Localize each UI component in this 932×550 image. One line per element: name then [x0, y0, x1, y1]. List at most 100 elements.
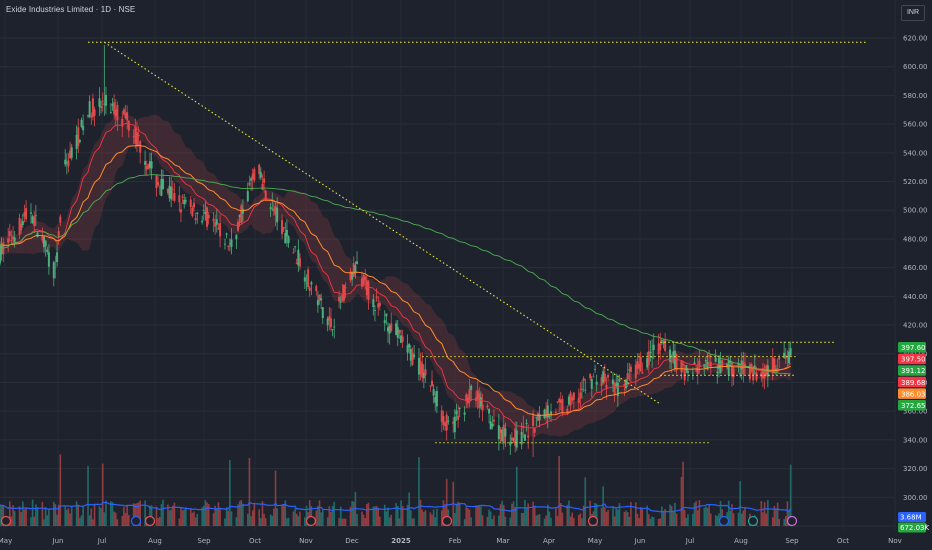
volume-bar — [123, 506, 125, 526]
volume-bar — [395, 503, 397, 526]
dividend-icon[interactable] — [0, 515, 12, 527]
split-icon[interactable] — [786, 515, 798, 527]
candle-body — [378, 303, 381, 307]
volume-bar — [273, 508, 275, 526]
volume-bar — [284, 500, 287, 526]
candle-body — [742, 361, 745, 375]
candle-body — [520, 432, 523, 445]
candle-body — [628, 369, 631, 371]
candle-body — [651, 356, 654, 358]
volume-bar — [470, 517, 472, 526]
candle-body — [34, 215, 37, 217]
candle-body — [354, 265, 357, 273]
volume-bar — [227, 510, 230, 526]
volume-bar — [0, 504, 1, 526]
candle-body — [512, 439, 515, 441]
candle-body — [623, 383, 626, 387]
volume-bar — [361, 511, 363, 526]
volume-bar — [204, 500, 207, 526]
volume-bar — [105, 500, 107, 526]
candle-body — [227, 245, 230, 247]
candle-body — [362, 275, 365, 285]
volume-bar — [93, 504, 96, 526]
volume-bar — [134, 503, 137, 526]
candle-body — [673, 350, 676, 368]
volume-bar — [765, 513, 768, 526]
volume-bar — [25, 507, 27, 526]
candle-body — [400, 335, 403, 343]
candle-body — [116, 105, 119, 121]
volume-bar — [579, 513, 582, 526]
volume-bar — [194, 517, 197, 526]
candle-body — [331, 329, 334, 331]
dividend-icon[interactable] — [144, 515, 156, 527]
dividend-icon[interactable] — [587, 515, 599, 527]
volume-bar — [648, 514, 650, 526]
volume-bar — [558, 455, 560, 526]
volume-bar — [762, 512, 764, 526]
candle-body — [171, 189, 174, 191]
candle-body — [207, 214, 210, 219]
candle-body — [46, 249, 49, 252]
candle-body — [316, 300, 319, 306]
volume-ma-line — [0, 501, 792, 513]
candle-body — [276, 207, 279, 223]
candle-body — [680, 360, 683, 373]
candle-body — [411, 352, 414, 365]
candle-body — [761, 368, 764, 379]
candle-body — [333, 326, 336, 328]
volume-bar — [326, 517, 329, 526]
volume-bar — [455, 503, 458, 526]
candle-body — [178, 195, 181, 203]
volume-bar — [127, 514, 130, 526]
candle-body — [730, 362, 733, 377]
candle-body — [603, 373, 606, 382]
volume-bar — [274, 470, 277, 526]
volume-bar — [573, 517, 575, 526]
earnings-icon[interactable] — [747, 515, 759, 527]
dividend-icon[interactable] — [441, 515, 453, 527]
trendlines — [88, 41, 868, 444]
currency-selector[interactable]: INR — [901, 5, 925, 21]
volume-bar — [623, 511, 626, 526]
earnings-icon[interactable] — [130, 515, 142, 527]
volume-bar — [66, 509, 68, 526]
candle-body — [88, 101, 91, 117]
candle-body — [204, 211, 207, 215]
x-tick-label: Feb — [449, 537, 462, 545]
candle-body — [452, 421, 455, 424]
volume-bar — [388, 517, 391, 526]
candle-body — [29, 212, 32, 214]
candle-body — [8, 231, 11, 236]
candle-body — [556, 401, 559, 403]
candle-body — [432, 389, 435, 396]
volume-bar — [480, 506, 482, 526]
x-tick-label: Jul — [685, 537, 695, 545]
candle-body — [672, 351, 675, 360]
earnings-icon[interactable] — [718, 515, 730, 527]
volume-bar — [581, 518, 583, 526]
candle-body — [693, 362, 696, 365]
volume-bar — [520, 512, 523, 526]
volume-bar — [489, 511, 492, 526]
volume-bar — [217, 502, 220, 526]
candle-body — [170, 186, 173, 200]
volume-bar — [260, 518, 262, 526]
dividend-icon[interactable] — [305, 515, 317, 527]
candle-body — [675, 354, 678, 371]
volume-bar — [423, 511, 425, 526]
volume-bar — [729, 510, 732, 526]
volume-bar — [183, 509, 186, 526]
volume-bar — [662, 511, 665, 526]
candle-body — [440, 410, 443, 422]
candle-body — [139, 141, 142, 153]
candle-body — [657, 343, 660, 355]
candle-body — [465, 394, 468, 402]
price-tag — [898, 342, 926, 353]
candle-body — [669, 349, 672, 362]
volume-bar — [436, 508, 438, 526]
volume-bar — [224, 518, 226, 526]
candle-body — [592, 376, 595, 378]
candle-body — [396, 327, 399, 338]
